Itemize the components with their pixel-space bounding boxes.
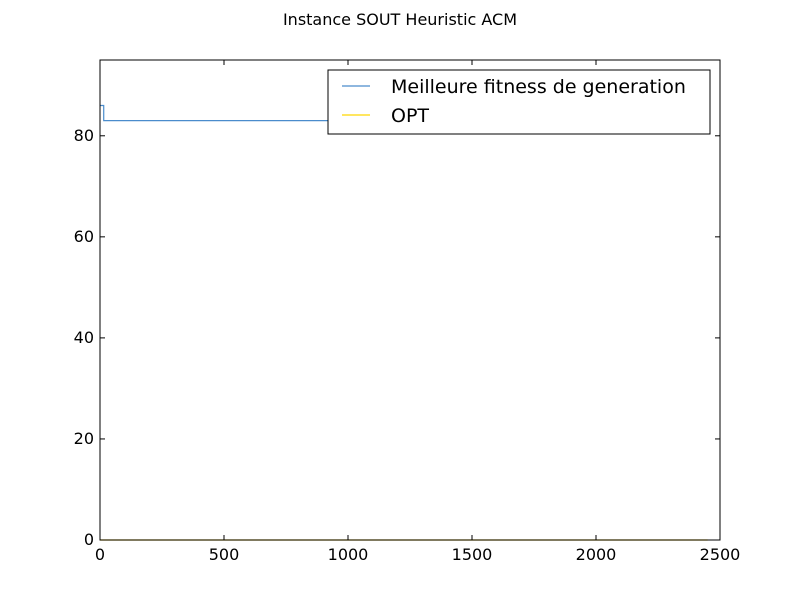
legend: Meilleure fitness de generation OPT — [327, 69, 711, 135]
legend-label-1: OPT — [391, 105, 429, 127]
chart-title: Instance SOUT Heuristic ACM — [282, 10, 518, 29]
y-tick-label-4: 80 — [74, 126, 94, 145]
series-layer — [100, 104, 708, 541]
plot-frame — [99, 59, 721, 541]
x-tick-label-1: 500 — [209, 545, 240, 564]
x-tick-label-2: 1000 — [328, 545, 369, 564]
y-tick-label-1: 20 — [74, 429, 94, 448]
legend-box — [327, 69, 711, 135]
tick-layer: 0 500 1000 1500 2000 2500 0 20 40 60 80 — [74, 60, 741, 564]
x-tick-label-5: 2500 — [700, 545, 741, 564]
y-tick-label-3: 60 — [74, 227, 94, 246]
x-tick-label-0: 0 — [95, 545, 105, 564]
x-tick-label-3: 1500 — [452, 545, 493, 564]
y-tick-label-0: 0 — [84, 530, 94, 549]
y-tick-label-2: 40 — [74, 328, 94, 347]
x-tick-label-4: 2000 — [576, 545, 617, 564]
legend-label-0: Meilleure fitness de generation — [391, 76, 686, 98]
